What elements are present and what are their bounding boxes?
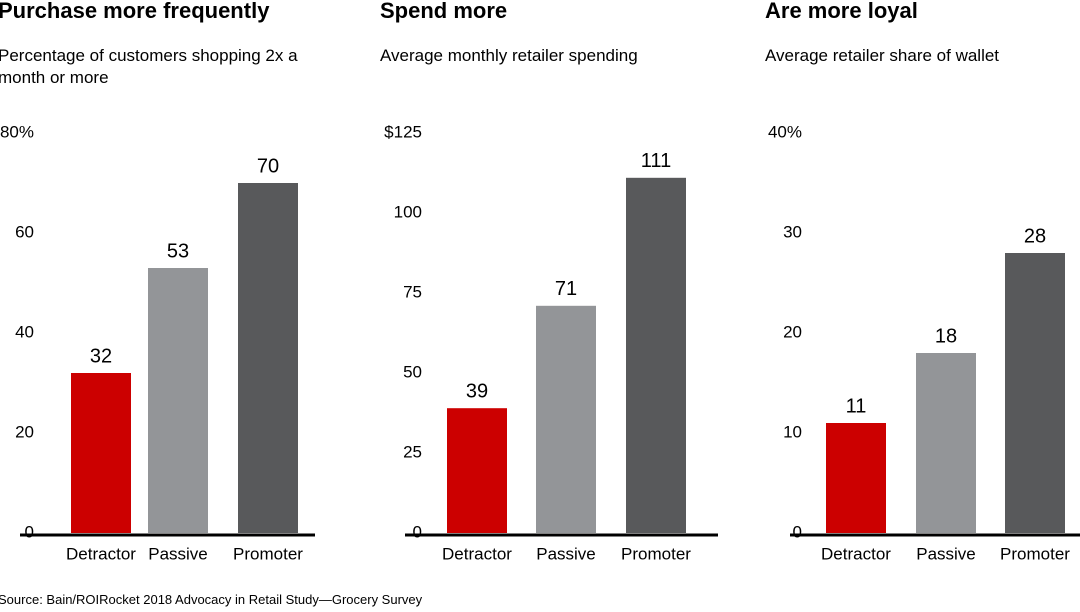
- y-tick-label: 50: [403, 362, 422, 381]
- chart-title: Purchase more frequently: [0, 0, 270, 23]
- y-tick-label: 20: [15, 422, 34, 441]
- x-tick-label: Passive: [916, 544, 976, 563]
- bar: [536, 305, 596, 533]
- y-tick-label: 60: [15, 222, 34, 241]
- y-tick-label: 20: [783, 322, 802, 341]
- y-tick-label: 25: [403, 442, 422, 461]
- value-label: 53: [167, 240, 189, 262]
- value-label: 70: [257, 155, 279, 177]
- bar: [826, 423, 886, 533]
- value-label: 111: [641, 150, 671, 172]
- y-tick-label: 30: [783, 222, 802, 241]
- chart-subtitle: Average monthly retailer spending: [380, 46, 638, 65]
- x-tick-label: Passive: [536, 544, 596, 563]
- y-tick-label: 40%: [768, 122, 802, 141]
- y-tick-label: 0: [25, 522, 34, 541]
- value-label: 71: [555, 278, 577, 300]
- chart-subtitle: Percentage of customers shopping 2x a mo…: [0, 46, 298, 87]
- source: Source: Bain/ROIRocket 2018 Advocacy in …: [0, 592, 423, 607]
- y-tick-label: $125: [384, 122, 422, 141]
- x-tick-label: Promoter: [1000, 544, 1070, 563]
- x-tick-label: Detractor: [821, 544, 891, 563]
- y-tick-label: 80%: [0, 122, 34, 141]
- bar: [1005, 253, 1065, 533]
- value-label: 39: [466, 380, 488, 402]
- chart-subtitle: Average retailer share of wallet: [765, 46, 1000, 65]
- y-tick-label: 100: [394, 202, 422, 221]
- x-tick-label: Promoter: [233, 544, 303, 563]
- y-tick-label: 10: [783, 422, 802, 441]
- chart-title: Are more loyal: [765, 0, 918, 23]
- x-tick-label: Detractor: [442, 544, 512, 563]
- x-tick-label: Passive: [148, 544, 208, 563]
- bar: [71, 373, 131, 533]
- bar: [626, 177, 686, 534]
- y-tick-label: 0: [793, 522, 802, 541]
- value-label: 11: [846, 395, 867, 417]
- x-tick-label: Promoter: [621, 544, 691, 563]
- bar: [148, 268, 208, 533]
- y-tick-label: 75: [403, 282, 422, 301]
- value-label: 32: [90, 345, 112, 367]
- y-tick-label: 40: [15, 322, 34, 341]
- chart-title: Spend more: [380, 0, 508, 23]
- value-label: 18: [935, 325, 957, 347]
- value-label: 28: [1024, 225, 1046, 247]
- y-tick-label: 0: [413, 522, 422, 541]
- bar: [447, 408, 507, 533]
- bar: [916, 353, 976, 533]
- bar: [238, 183, 298, 533]
- x-tick-label: Detractor: [66, 544, 136, 563]
